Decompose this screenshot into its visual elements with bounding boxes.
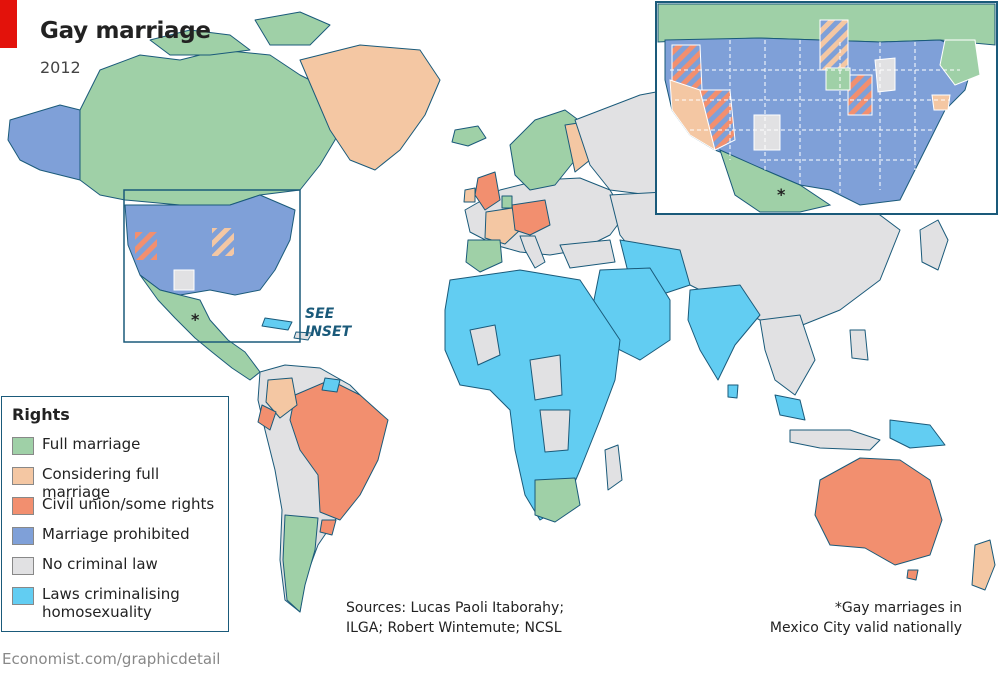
legend: Rights Full marriage Considering full ma… (1, 396, 229, 632)
tasmania (906, 569, 919, 581)
legend-item-civil-union: Civil union/some rights (12, 491, 226, 519)
legend-item-considering: Considering full marriage (12, 461, 226, 501)
legend-label: Considering full marriage (42, 465, 160, 501)
png-laws (889, 419, 946, 449)
congo-gray (539, 409, 571, 453)
guyana-region (321, 377, 341, 393)
japan-region (919, 219, 949, 271)
legend-item-criminalising: Laws criminalising homosexuality (12, 581, 226, 625)
arctic-islands (149, 29, 251, 56)
southeast-asia (759, 314, 816, 396)
footnote: *Gay marriages in Mexico City valid nati… (769, 600, 962, 636)
legend-item-full-marriage: Full marriage (12, 431, 226, 459)
alaska-region (7, 104, 81, 181)
philippines-region (849, 329, 869, 361)
france-region (484, 207, 521, 245)
inset-frame-main (123, 189, 301, 343)
australia-region (814, 457, 943, 566)
legend-label: Civil union/some rights (42, 495, 215, 513)
mexico-marker-inset: * (777, 185, 786, 204)
south-asia-laws (687, 284, 761, 381)
swatch-full-marriage (12, 437, 34, 455)
madagascar (604, 444, 623, 491)
west-africa-gray (469, 324, 501, 366)
legend-label: Full marriage (42, 435, 141, 453)
south-africa-region (534, 477, 581, 523)
usa-inset (655, 1, 998, 215)
brazil-region (289, 379, 389, 521)
benelux-region (501, 195, 513, 209)
swatch-no-criminal-law (12, 557, 34, 575)
swatch-considering (12, 467, 34, 485)
legend-item-no-criminal-law: No criminal law (12, 551, 226, 579)
central-africa-gray (529, 354, 563, 401)
mexico-marker-main: * (191, 310, 200, 329)
canada-region (79, 49, 346, 206)
page-subtitle: 2012 (40, 58, 81, 77)
italy-region (519, 235, 546, 269)
ecuador-region (257, 404, 277, 431)
footer-url: Economist.com/graphicdetail (2, 650, 221, 668)
swatch-prohibited (12, 527, 34, 545)
iberia-region (465, 239, 503, 273)
turkey-region (559, 239, 616, 269)
see-inset-label: SEE INSET (305, 305, 351, 341)
legend-item-prohibited: Marriage prohibited (12, 521, 226, 549)
malaysia-laws (774, 394, 806, 421)
swatch-civil-union (12, 497, 34, 515)
legend-label: Laws criminalising homosexuality (42, 585, 180, 621)
colombia-region (265, 377, 298, 419)
sri-lanka (727, 384, 739, 399)
brand-accent-bar (0, 0, 17, 48)
sources-note: Sources: Lucas Paoli Itaborahy; ILGA; Ro… (346, 600, 565, 636)
page-title: Gay marriage (40, 18, 211, 44)
indonesia-region (789, 429, 881, 451)
swatch-criminalising (12, 587, 34, 605)
argentina-region (282, 514, 319, 613)
see-inset-text: SEE INSET (305, 306, 352, 340)
new-zealand-region (971, 539, 996, 591)
legend-label: Marriage prohibited (42, 525, 190, 543)
africa-region (444, 269, 621, 521)
ireland-region (463, 187, 476, 203)
uruguay-region (319, 519, 337, 536)
legend-title: Rights (12, 405, 70, 424)
legend-label: No criminal law (42, 555, 158, 573)
greenland-region (299, 44, 441, 171)
central-europe-region (511, 199, 551, 236)
